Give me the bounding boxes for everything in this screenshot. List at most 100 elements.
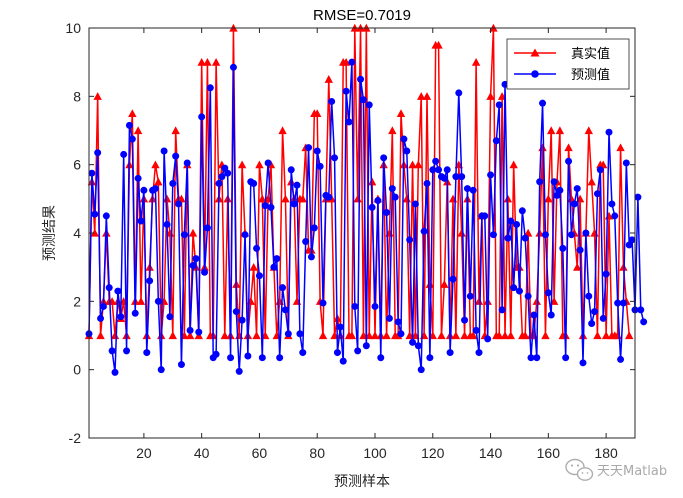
triangle-marker <box>341 57 351 66</box>
x-tick-label: 140 <box>479 445 503 461</box>
legend: 真实值 预测值 <box>506 38 630 90</box>
circle-marker <box>333 349 341 357</box>
watermark-text: 天天Matlab <box>597 464 667 479</box>
triangle-marker <box>500 331 510 340</box>
circle-marker <box>267 203 275 211</box>
triangle-marker <box>96 331 105 340</box>
circle-marker <box>224 169 232 177</box>
circle-marker <box>458 173 466 181</box>
circle-marker <box>466 292 474 300</box>
triangle-marker <box>171 126 180 135</box>
circle-marker <box>611 212 619 220</box>
circle-marker <box>238 316 246 324</box>
circle-marker <box>305 144 313 152</box>
circle-marker <box>619 299 627 307</box>
circle-marker <box>215 179 223 187</box>
triangle-marker <box>625 331 634 340</box>
triangle-marker <box>587 177 596 186</box>
y-tick-label: 8 <box>73 88 81 104</box>
circle-marker <box>637 306 645 314</box>
triangle-marker <box>197 57 206 66</box>
circle-marker <box>186 326 194 334</box>
circle-marker <box>492 137 500 145</box>
circle-marker <box>576 246 584 254</box>
circle-marker <box>342 87 350 95</box>
series-true-values <box>84 23 634 340</box>
circle-marker <box>264 159 272 167</box>
circle-marker <box>307 253 315 261</box>
circle-marker <box>293 181 301 189</box>
triangle-marker <box>382 331 391 340</box>
triangle-marker <box>471 57 481 66</box>
circle-marker <box>530 311 538 319</box>
circle-marker <box>475 349 483 357</box>
triangle-marker <box>93 92 102 100</box>
circle-marker <box>423 179 431 187</box>
circle-marker <box>189 261 197 269</box>
circle-marker <box>357 75 365 83</box>
circle-marker <box>565 157 573 165</box>
circle-marker <box>154 297 162 305</box>
circle-marker <box>455 89 463 97</box>
x-tick-label: 120 <box>421 445 445 461</box>
circle-marker <box>339 357 347 365</box>
triangle-marker <box>417 92 426 100</box>
circle-marker <box>429 166 437 174</box>
circle-marker <box>487 171 495 179</box>
triangle-marker <box>347 331 357 340</box>
legend-marker-circle-icon <box>531 70 539 78</box>
circle-marker <box>172 152 180 160</box>
circle-marker <box>151 185 159 193</box>
triangle-marker <box>555 126 565 135</box>
circle-marker <box>562 354 570 362</box>
circle-marker <box>328 97 336 105</box>
triangle-marker <box>523 228 533 237</box>
triangle-marker <box>220 331 229 340</box>
circle-marker <box>114 287 122 295</box>
circle-marker <box>88 169 96 177</box>
y-tick-label: 4 <box>73 225 81 241</box>
triangle-marker <box>451 331 461 340</box>
circle-marker <box>137 217 145 225</box>
triangle-marker <box>457 228 466 237</box>
triangle-marker <box>396 109 406 117</box>
circle-marker <box>622 159 630 167</box>
circle-marker <box>313 147 321 155</box>
triangle-marker <box>547 126 556 135</box>
legend-box <box>506 38 630 90</box>
circle-marker <box>201 268 209 276</box>
circle-marker <box>94 149 102 157</box>
wechat-icon <box>565 458 594 481</box>
y-tick-label: -2 <box>69 430 82 446</box>
triangle-marker <box>90 228 99 237</box>
circle-marker <box>640 318 648 326</box>
triangle-marker <box>168 331 177 340</box>
triangle-marker <box>599 160 608 169</box>
circle-marker <box>302 238 310 246</box>
triangle-marker <box>188 228 198 237</box>
circle-marker <box>469 186 477 194</box>
circle-marker <box>602 270 610 278</box>
circle-marker <box>131 309 139 317</box>
circle-marker <box>383 209 391 216</box>
axis-ticks <box>89 27 635 439</box>
circle-marker <box>192 255 200 263</box>
triangle-marker <box>573 262 582 271</box>
circle-marker <box>175 200 183 208</box>
triangle-marker <box>136 297 146 305</box>
circle-marker <box>180 231 188 239</box>
circle-marker <box>541 231 549 239</box>
circle-marker <box>634 193 642 201</box>
circle-marker <box>235 367 243 375</box>
triangle-marker <box>151 160 160 169</box>
circle-marker <box>123 347 131 355</box>
circle-marker <box>452 173 460 181</box>
circle-marker <box>388 185 396 193</box>
circle-marker <box>281 306 289 314</box>
triangle-marker <box>249 262 258 271</box>
circle-marker <box>380 154 388 162</box>
triangle-marker <box>128 109 137 117</box>
circle-marker <box>489 231 497 239</box>
circle-marker <box>198 113 206 121</box>
legend-label-pred: 预测值 <box>571 67 610 83</box>
